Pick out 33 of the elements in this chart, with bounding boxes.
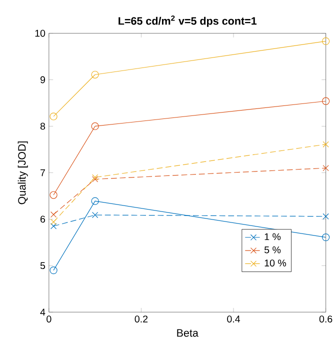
y-tick-label: 4 [40,308,46,316]
point [322,141,329,148]
chart-title: L=65 cd/m$^{2}$ v=5 dps cont=1 [118,15,257,27]
y-tick-label: 8 [40,122,46,130]
point [91,197,99,205]
point [50,223,57,230]
point [91,122,99,130]
y-tick-label: 5 [40,262,46,270]
point [92,212,98,218]
y-tick-label: 7 [40,169,46,176]
legend-label: 10 % [264,260,286,266]
y-tick-label: 10 [35,30,46,37]
point [322,164,329,172]
legend-label: 5 % [264,246,281,254]
point [50,211,57,218]
point [322,233,330,242]
point [91,70,99,78]
point [50,266,58,274]
y-axis-title: Quality [JOD] [18,141,28,204]
x-tick-label: 0.6 [319,316,332,323]
y-tick-label: 6 [40,216,46,223]
point [50,218,57,226]
point [50,191,58,199]
point [50,112,58,120]
point [322,37,330,45]
x-tick-label: 0.2 [134,316,148,323]
x-axis-title: Beta [177,329,198,337]
y-tick-label: 9 [40,76,46,84]
legend-label: 1 % [264,233,281,240]
point [322,97,330,105]
point [322,213,329,220]
x-tick-label: 0.4 [227,316,240,323]
x-tick-label: 0 [46,316,52,323]
